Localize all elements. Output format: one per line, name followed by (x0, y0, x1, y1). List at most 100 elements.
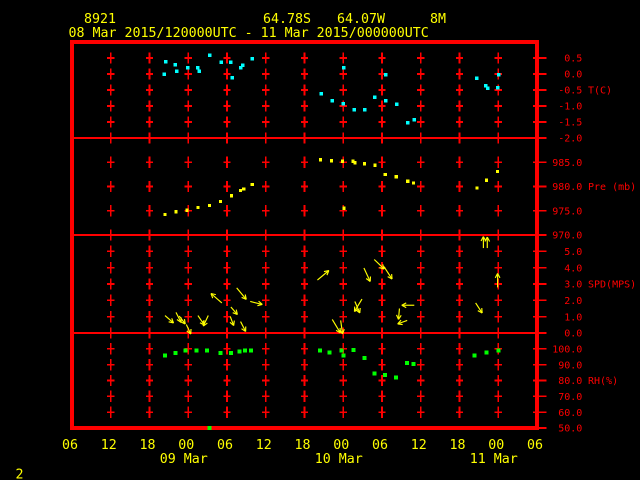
x-axis-hour-label: 06 (62, 438, 78, 453)
wind-arrow-head (395, 314, 400, 320)
relative-humidity-point (218, 350, 223, 355)
pressure-point (341, 159, 345, 163)
wind-arrow-head (326, 270, 330, 276)
pressure-point (330, 159, 334, 163)
relative-humidity-point (484, 350, 489, 355)
wind-arrow-shaft (164, 315, 174, 324)
temperature-point (384, 72, 388, 77)
pressure-tick-label: 975.0 (552, 206, 582, 217)
time-period-label: 08 Mar 2015/120000UTC - 11 Mar 2015/0000… (69, 26, 429, 41)
pressure-axis-title: Pre (mb) (588, 182, 636, 193)
relative-humidity-point (194, 348, 199, 353)
wind-arrow-head (397, 319, 402, 325)
pressure-point (353, 161, 357, 165)
wind-arrow-shaft (331, 319, 341, 334)
relative-humidity-tick-label: 90.0 (558, 360, 582, 371)
x-axis-hour-label: 18 (449, 438, 465, 453)
wind-arrow-head (494, 273, 499, 279)
wind-arrow-head (486, 236, 491, 242)
wind-arrow-head (171, 318, 175, 324)
pressure-point (207, 203, 212, 208)
station-id: 8921 (84, 12, 116, 27)
relative-humidity-tick-label: 50.0 (558, 424, 582, 435)
wind-arrow-head (235, 309, 238, 315)
temperature-point (412, 118, 417, 122)
temperature-point (475, 76, 479, 80)
temperature-point (207, 53, 212, 57)
pressure-point (412, 181, 416, 185)
temperature-point (230, 76, 234, 80)
relative-humidity-point (405, 360, 410, 365)
wind-arrow-shaft (250, 300, 263, 306)
wind-arrow-head (257, 303, 263, 307)
temperature-point (341, 102, 345, 106)
wind-arrow-head (342, 328, 345, 335)
temperature-point (384, 99, 388, 103)
relative-humidity-axis-title: RH(%) (588, 376, 618, 387)
temperature-point (174, 69, 179, 74)
temperature-point (185, 66, 190, 70)
temperature-point (484, 83, 488, 88)
wind-arrow-shaft (383, 266, 393, 280)
wind-arrow-shaft (229, 316, 235, 326)
station-elevation: 8M (430, 12, 446, 27)
pressure-point (373, 163, 377, 167)
wind-arrow-head (497, 273, 501, 279)
wind-speed-tick-label: 1.0 (564, 312, 582, 323)
temperature-point (162, 72, 167, 77)
relative-humidity-point (243, 348, 248, 353)
relative-humidity-point (163, 353, 167, 358)
wind-arrow-shaft (363, 267, 371, 282)
x-axis-hour-label: 12 (101, 438, 117, 453)
temperature-tick-label: -1.5 (558, 118, 582, 129)
pressure-point (383, 172, 387, 176)
wind-arrow-head (244, 294, 247, 300)
relative-humidity-point (204, 348, 209, 353)
wind-arrow-head (323, 269, 329, 273)
wind-arrow-head (183, 318, 186, 325)
wind-arrow-head (477, 310, 483, 314)
wind-arrow-head (382, 264, 385, 270)
plot-generated-layer: 0.5 0.0 -0.5 -1.0 -1.5 -2.0 T(C) 985.0 980.0 975.… (62, 40, 636, 467)
relative-humidity-point (327, 350, 332, 355)
wind-arrow-shaft (397, 308, 401, 320)
x-axis-hour-label: 18 (294, 438, 310, 453)
temperature-point (330, 99, 335, 103)
wind-arrow-head (241, 296, 247, 300)
relative-humidity-point (362, 356, 367, 361)
relative-humidity-point (173, 350, 178, 355)
temperature-point (197, 69, 201, 74)
wind-arrow-shaft (354, 301, 361, 314)
wind-arrow-head (387, 276, 393, 280)
wind-arrow-shaft (340, 320, 344, 334)
relative-humidity-point (339, 348, 344, 353)
wind-arrow-head (186, 330, 192, 335)
pressure-tick-label: 985.0 (552, 158, 582, 169)
pressure-tick-label: 970.0 (552, 231, 582, 242)
temperature-point (406, 121, 410, 125)
temperature-axis-title: T(C) (588, 86, 612, 97)
temperature-tick-label: 0.0 (564, 70, 582, 81)
wind-arrow-head (233, 320, 235, 326)
pressure-point (485, 178, 489, 182)
wind-arrow-head (229, 321, 235, 326)
station-latitude: 64.78S (263, 12, 311, 27)
temperature-point (250, 57, 254, 61)
pressure-point (250, 182, 254, 187)
relative-humidity-point (383, 372, 388, 377)
temperature-point (395, 102, 399, 107)
x-axis-hour-label: 06 (217, 438, 233, 453)
wind-arrow-head (484, 236, 488, 242)
temperature-point (238, 66, 243, 70)
x-axis-hour-label: 12 (411, 438, 427, 453)
wind-arrow-shaft (240, 321, 247, 332)
relative-humidity-point (394, 375, 399, 380)
wind-arrow-head (168, 321, 174, 324)
x-axis-hour-label: 12 (256, 438, 272, 453)
relative-humidity-point (496, 348, 501, 353)
wind-arrow-shaft (230, 306, 238, 315)
temperature-tick-label: -2.0 (558, 134, 582, 145)
relative-humidity-point (351, 347, 356, 352)
